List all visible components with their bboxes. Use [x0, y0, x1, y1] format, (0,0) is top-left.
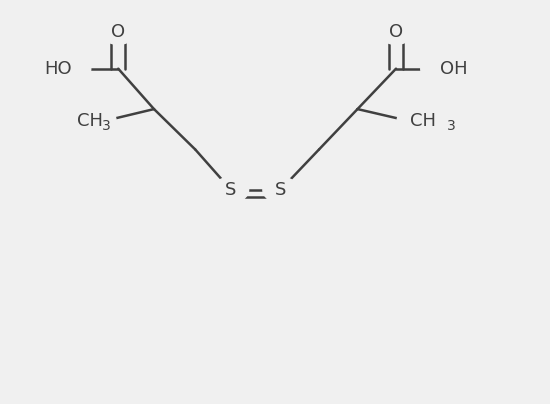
- Text: S: S: [226, 181, 236, 199]
- Circle shape: [102, 20, 135, 44]
- Circle shape: [52, 55, 91, 83]
- Text: CH: CH: [410, 112, 436, 130]
- Text: OH: OH: [440, 60, 467, 78]
- Text: S: S: [275, 181, 286, 199]
- Text: 3: 3: [447, 119, 456, 133]
- Circle shape: [213, 177, 249, 203]
- Text: HO: HO: [44, 60, 72, 78]
- Circle shape: [63, 102, 116, 141]
- Text: O: O: [389, 23, 403, 41]
- Circle shape: [421, 55, 459, 83]
- Text: 3: 3: [102, 119, 111, 133]
- Circle shape: [263, 177, 298, 203]
- Circle shape: [379, 20, 412, 44]
- Text: CH: CH: [78, 112, 103, 130]
- Text: O: O: [111, 23, 125, 41]
- Circle shape: [397, 102, 450, 141]
